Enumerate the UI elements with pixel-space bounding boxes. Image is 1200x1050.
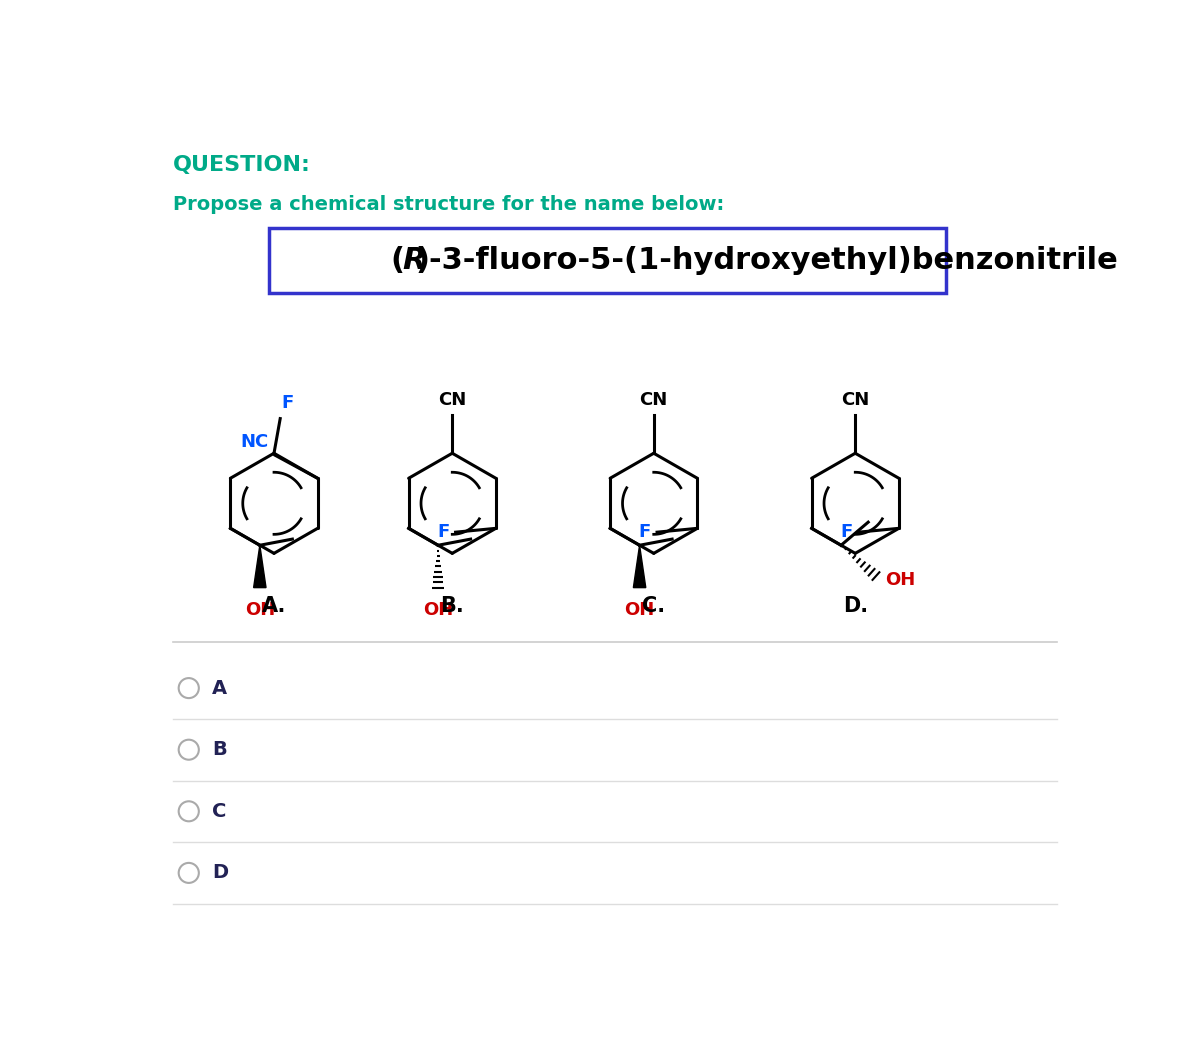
- Text: (: (: [390, 247, 404, 275]
- Text: R: R: [402, 247, 425, 275]
- Text: OH: OH: [422, 602, 454, 620]
- Text: CN: CN: [841, 391, 869, 408]
- Text: OH: OH: [886, 571, 916, 589]
- Polygon shape: [253, 545, 266, 588]
- Text: A.: A.: [262, 595, 286, 615]
- Text: B: B: [212, 740, 227, 759]
- Text: CN: CN: [438, 391, 467, 408]
- Text: OH: OH: [245, 602, 275, 620]
- Text: C.: C.: [642, 595, 665, 615]
- FancyBboxPatch shape: [269, 229, 946, 293]
- Text: )-3-fluoro-5-(1-hydroxyethyl)benzonitrile: )-3-fluoro-5-(1-hydroxyethyl)benzonitril…: [416, 247, 1118, 275]
- Text: D.: D.: [842, 595, 868, 615]
- Text: QUESTION:: QUESTION:: [173, 155, 311, 175]
- Text: B.: B.: [440, 595, 464, 615]
- Text: F: F: [437, 523, 449, 541]
- Text: CN: CN: [640, 391, 668, 408]
- Text: A: A: [212, 678, 227, 697]
- Text: F: F: [638, 523, 650, 541]
- Text: F: F: [840, 523, 852, 541]
- Text: C: C: [212, 802, 227, 821]
- Text: Propose a chemical structure for the name below:: Propose a chemical structure for the nam…: [173, 195, 725, 214]
- Text: F: F: [282, 395, 294, 413]
- Text: OH: OH: [624, 602, 655, 620]
- Text: NC: NC: [240, 434, 269, 452]
- Polygon shape: [634, 545, 646, 588]
- Text: D: D: [212, 863, 228, 882]
